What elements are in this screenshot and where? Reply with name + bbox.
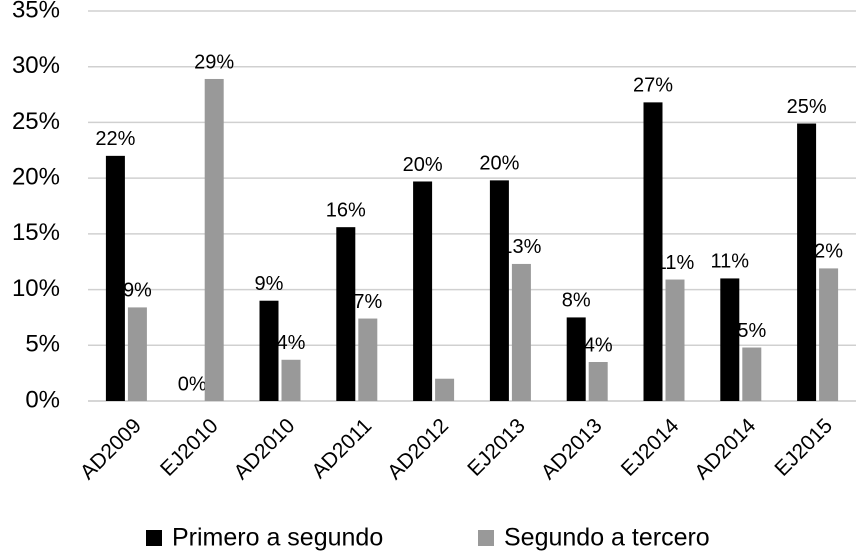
bar xyxy=(358,318,378,401)
bar xyxy=(105,155,125,401)
value-label: 29% xyxy=(194,51,234,73)
bar xyxy=(204,78,224,401)
value-label: 22% xyxy=(95,128,135,150)
bar xyxy=(336,227,356,401)
value-label: 20% xyxy=(479,153,519,175)
x-tick-label: EJ2010 xyxy=(156,414,223,481)
y-tick-label: 5% xyxy=(25,331,60,358)
value-label: 13% xyxy=(501,236,541,258)
value-label: 27% xyxy=(633,75,673,97)
bar xyxy=(588,362,608,401)
bar xyxy=(281,359,301,401)
legend-label: Segundo a tercero xyxy=(504,524,710,552)
x-tick-label: AD2014 xyxy=(690,414,760,484)
value-label: 11% xyxy=(711,251,750,273)
value-label: 11% xyxy=(656,252,695,274)
value-label: 9% xyxy=(123,280,152,302)
y-tick-label: 0% xyxy=(25,386,60,413)
bar xyxy=(489,180,509,401)
y-tick-label: 25% xyxy=(12,108,60,135)
bar xyxy=(259,300,279,401)
y-tick-label: 35% xyxy=(12,0,60,23)
x-tick-label: EJ2015 xyxy=(770,414,837,481)
value-label: 4% xyxy=(277,332,306,354)
bar xyxy=(819,268,839,401)
y-tick-label: 10% xyxy=(12,275,60,302)
x-tick-label: AD2010 xyxy=(230,414,300,484)
value-label: 7% xyxy=(353,291,382,313)
bar xyxy=(797,123,817,402)
value-label: 5% xyxy=(737,320,766,342)
bar xyxy=(435,378,455,401)
x-tick-label: AD2013 xyxy=(537,414,607,484)
bar xyxy=(665,279,685,401)
legend-label: Primero a segundo xyxy=(172,524,383,552)
value-label: 4% xyxy=(584,334,613,356)
bar xyxy=(643,102,663,401)
bar xyxy=(720,278,740,401)
bar xyxy=(566,317,586,401)
legend-swatch xyxy=(478,530,494,546)
value-label: 9% xyxy=(255,273,284,295)
x-tick-label: AD2011 xyxy=(307,414,376,483)
x-tick-label: EJ2014 xyxy=(617,414,684,481)
bar xyxy=(127,307,147,401)
annotation: 2% xyxy=(814,241,843,263)
x-tick-label: AD2009 xyxy=(76,414,146,484)
x-tick-label: EJ2013 xyxy=(463,414,530,481)
value-label: 20% xyxy=(403,154,443,176)
bar xyxy=(413,181,433,401)
legend-swatch xyxy=(146,530,162,546)
y-tick-label: 20% xyxy=(12,163,60,190)
value-label: 25% xyxy=(787,96,827,118)
value-label: 16% xyxy=(326,199,366,221)
value-label: 8% xyxy=(562,290,591,312)
y-tick-label: 30% xyxy=(12,52,60,79)
value-label: 0% xyxy=(178,373,207,395)
y-tick-label: 15% xyxy=(12,219,60,246)
x-tick-label: AD2012 xyxy=(383,414,453,484)
bar xyxy=(742,347,762,401)
bar xyxy=(511,263,531,401)
